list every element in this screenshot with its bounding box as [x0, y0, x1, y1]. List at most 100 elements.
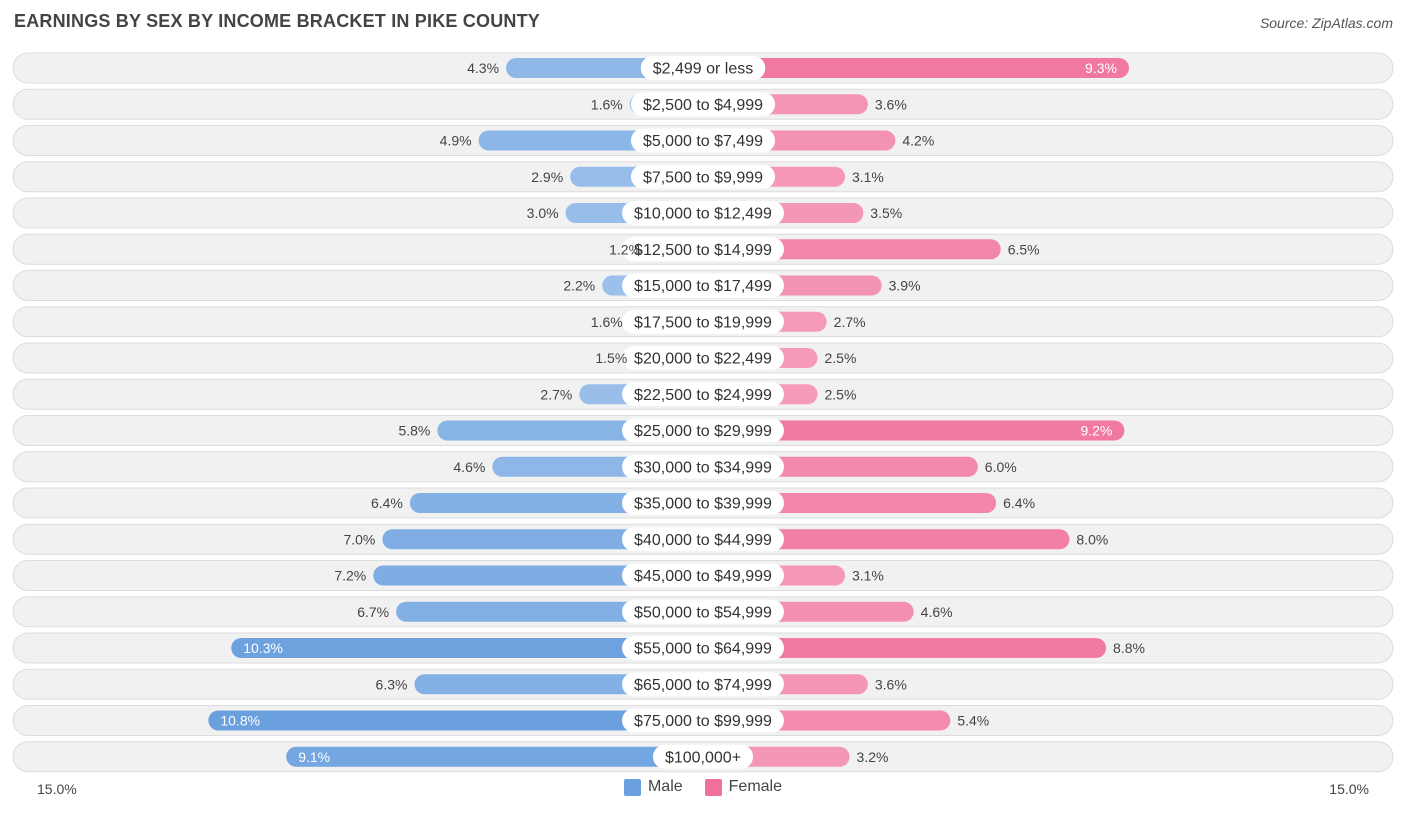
legend-item-female[interactable]: Female: [704, 778, 783, 796]
bar-male[interactable]: [286, 746, 703, 767]
value-label-female: 3.5%: [870, 205, 902, 221]
category-pill: [622, 418, 784, 443]
legend-label-female: Female: [728, 778, 783, 795]
row-10: $25,000 to $29,999 5.8% 9.2%: [12, 415, 1394, 446]
value-label-male: 10.3%: [243, 640, 283, 656]
category-pill: [652, 744, 754, 769]
category-label: $30,000 to $34,999: [634, 459, 772, 476]
value-label-female: 2.5%: [825, 386, 857, 402]
category-label: $25,000 to $29,999: [634, 423, 772, 440]
bar-female[interactable]: [703, 529, 1070, 550]
value-label-female: 4.6%: [921, 604, 953, 620]
value-label-male: 2.9%: [531, 169, 563, 185]
category-pill: [622, 201, 784, 225]
row-3: $7,500 to $9,999 2.9% 3.1%: [12, 161, 1394, 193]
value-label-male: 10.8%: [220, 713, 260, 729]
value-label-male: 4.6%: [453, 459, 485, 475]
category-pill: [622, 237, 784, 262]
category-label: $10,000 to $12,499: [634, 206, 772, 223]
category-label: $20,000 to $22,499: [634, 351, 772, 368]
category-label: $100,000+: [665, 749, 741, 766]
category-pill: [622, 454, 784, 479]
category-pill: [622, 309, 784, 334]
bar-male[interactable]: [208, 710, 704, 731]
value-label-female: 2.7%: [834, 314, 866, 330]
category-pill: [622, 563, 784, 588]
category-pill: [622, 708, 784, 733]
row-17: $65,000 to $74,999 6.3% 3.6%: [12, 668, 1394, 700]
row-8: $20,000 to $22,499 1.5% 2.5%: [12, 342, 1394, 374]
value-label-male: 9.1%: [298, 749, 330, 765]
category-label: $17,500 to $19,999: [634, 314, 772, 331]
legend-item-male[interactable]: Male: [623, 778, 683, 796]
category-pill: [622, 527, 784, 552]
category-label: $22,500 to $24,999: [634, 387, 772, 404]
bar-female[interactable]: [703, 420, 1125, 441]
category-pill: [622, 636, 784, 660]
row-15: $50,000 to $54,999 6.7% 4.6%: [12, 596, 1394, 628]
bar-male[interactable]: [373, 565, 703, 586]
value-label-female: 8.0%: [1076, 531, 1108, 547]
value-label-female: 3.6%: [875, 96, 907, 112]
category-label: $2,499 or less: [653, 61, 754, 78]
source-credit: Source: ZipAtlas.com: [1259, 15, 1393, 31]
category-label: $15,000 to $17,499: [634, 278, 772, 295]
category-label: $35,000 to $39,999: [634, 496, 772, 513]
category-pill: [640, 56, 766, 80]
value-label-male: 7.2%: [334, 568, 366, 584]
value-label-female: 2.5%: [825, 350, 857, 366]
category-pill: [630, 92, 776, 117]
category-pill: [622, 346, 784, 370]
axis-max-label: 15.0%: [1329, 781, 1369, 797]
bar-female[interactable]: [703, 58, 1129, 78]
value-label-male: 6.7%: [357, 604, 389, 620]
category-label: $12,500 to $14,999: [634, 242, 772, 259]
axis-min-label: 15.0%: [37, 781, 77, 797]
category-label: $40,000 to $44,999: [634, 532, 772, 549]
value-label-female: 8.8%: [1113, 640, 1145, 656]
row-2: $5,000 to $7,499 4.9% 4.2%: [12, 125, 1394, 156]
value-label-female: 9.2%: [1080, 423, 1112, 439]
category-label: $5,000 to $7,499: [643, 133, 763, 150]
row-11: $30,000 to $34,999 4.6% 6.0%: [12, 451, 1394, 483]
legend-swatch-female: [704, 778, 722, 796]
chart-title: EARNINGS BY SEX BY INCOME BRACKET IN PIK…: [14, 11, 541, 31]
category-pill: [630, 164, 776, 189]
row-1: $2,500 to $4,999 1.6% 3.6%: [12, 88, 1394, 120]
value-label-female: 6.4%: [1003, 495, 1035, 511]
value-label-female: 5.4%: [957, 713, 989, 729]
value-label-male: 5.8%: [398, 423, 430, 439]
value-label-female: 3.1%: [852, 169, 884, 185]
row-13: $40,000 to $44,999 7.0% 8.0%: [12, 523, 1394, 555]
value-label-female: 9.3%: [1085, 60, 1117, 76]
bar-female[interactable]: [703, 638, 1107, 658]
row-0: $2,499 or less 4.3% 9.3%: [12, 52, 1394, 84]
value-label-male: 7.0%: [343, 531, 375, 547]
value-label-male: 6.4%: [371, 495, 403, 511]
row-6: $15,000 to $17,499 2.2% 3.9%: [12, 270, 1394, 301]
legend-swatch-male: [623, 778, 641, 796]
value-label-male: 2.7%: [540, 386, 572, 402]
category-pill: [622, 491, 784, 515]
legend-label-male: Male: [647, 778, 683, 795]
row-14: $45,000 to $49,999 7.2% 3.1%: [12, 560, 1394, 591]
legend: Male Female: [0, 778, 1406, 796]
row-7: $17,500 to $19,999 1.6% 2.7%: [12, 306, 1394, 338]
value-label-female: 3.6%: [875, 676, 907, 692]
category-label: $50,000 to $54,999: [634, 604, 772, 621]
value-label-male: 2.2%: [563, 278, 595, 294]
bar-male[interactable]: [382, 529, 703, 550]
value-label-female: 3.9%: [889, 278, 921, 294]
row-9: $22,500 to $24,999 2.7% 2.5%: [12, 378, 1394, 410]
value-label-male: 6.3%: [376, 676, 408, 692]
value-label-female: 6.5%: [1008, 241, 1040, 257]
value-label-male: 1.6%: [591, 96, 623, 112]
category-label: $55,000 to $64,999: [634, 641, 772, 658]
bar-male[interactable]: [231, 638, 703, 658]
row-16: $55,000 to $64,999 10.3% 8.8%: [12, 632, 1394, 664]
value-label-female: 3.1%: [852, 568, 884, 584]
category-label: $65,000 to $74,999: [634, 677, 772, 694]
value-label-female: 3.2%: [857, 749, 889, 765]
value-label-male: 1.5%: [595, 350, 627, 366]
